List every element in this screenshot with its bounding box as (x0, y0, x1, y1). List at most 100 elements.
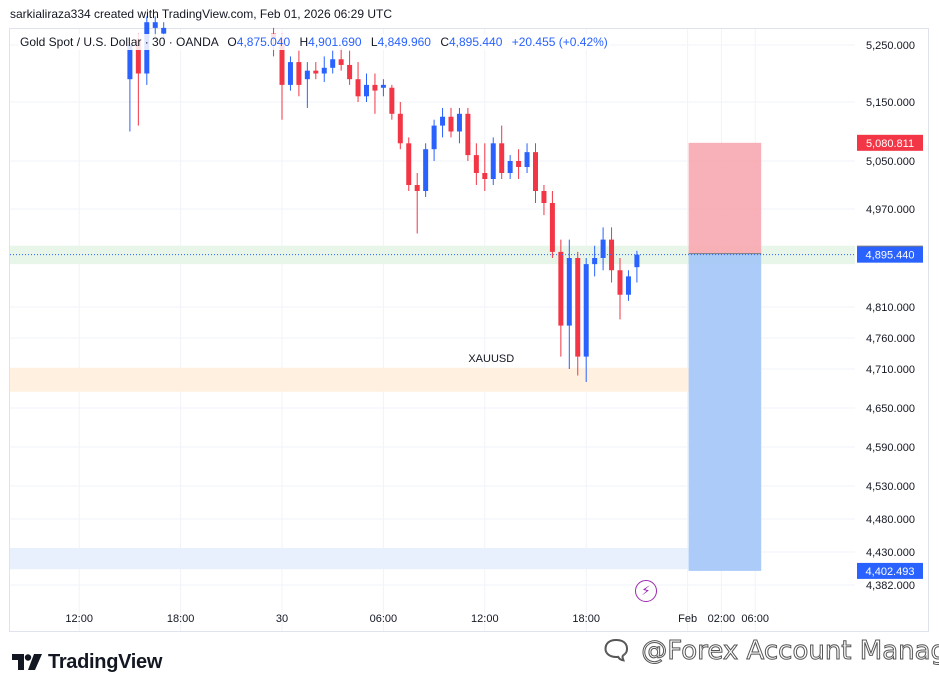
legend-change: +20.455 (+0.42%) (511, 35, 608, 49)
blue-zone (10, 548, 689, 570)
symbol-label: XAUUSD (468, 353, 514, 365)
candle-body (609, 239, 615, 271)
y-tick-label: 4,382.000 (866, 580, 915, 592)
candle-body (533, 152, 538, 191)
candle-body (406, 143, 412, 185)
target-price-tag (857, 562, 923, 579)
candle-body (617, 270, 623, 295)
axes: 5,250.000 5,150.000 5,050.000 4,970.000 4,81… (65, 40, 915, 625)
candle-body (549, 203, 555, 252)
legend-open-label: O (227, 35, 237, 49)
candle-body (566, 258, 572, 326)
candle-body (397, 113, 403, 144)
legend-low-value: 4,849.960 (377, 35, 431, 49)
green-zone (10, 245, 855, 265)
stop-loss-zone (688, 142, 762, 254)
candle-body (321, 67, 327, 74)
zones (10, 245, 855, 570)
y-tick-label: 4,760.000 (866, 333, 915, 345)
candle-body (456, 113, 462, 132)
x-tick-label: Feb (678, 613, 697, 625)
brand-name: TradingView (48, 650, 163, 673)
legend-symbol-name[interactable]: Gold Spot / U.S. Dollar · 30 · OANDA (20, 35, 219, 49)
orange-zone (10, 367, 689, 392)
candle-body (575, 258, 581, 357)
candle-body (440, 116, 446, 126)
candle-body (127, 45, 133, 80)
candle-body (465, 113, 471, 156)
y-tick-label: 4,530.000 (866, 481, 915, 493)
legend-high-value: 4,901.690 (308, 35, 362, 49)
watermark-text: @Forex Account Manager (641, 636, 939, 667)
chat-bubble-icon: 🗨 (599, 636, 634, 667)
x-tick-label: 06:00 (370, 613, 398, 625)
candle-body (152, 22, 158, 28)
candle-body (524, 152, 530, 167)
candle-body (592, 258, 598, 265)
x-tick-label: 18:00 (167, 613, 195, 625)
candle-body (448, 116, 454, 132)
y-tick-label: 4,970.000 (866, 204, 915, 216)
watermark: 🗨 @Forex Account Manager (599, 636, 939, 667)
candle-body (583, 264, 589, 357)
symbol-legend[interactable]: Gold Spot / U.S. Dollar · 30 · OANDA O4,… (18, 34, 610, 50)
y-tick-label: 4,480.000 (866, 514, 915, 526)
x-tick-label: 30 (276, 613, 288, 625)
x-tick-label: 12:00 (471, 613, 499, 625)
position-tool[interactable] (688, 142, 762, 571)
x-tick-label: 06:00 (741, 613, 769, 625)
candle-body (355, 79, 361, 97)
candle-body (499, 143, 505, 173)
candle-body (347, 64, 353, 80)
y-tick-label: 4,650.000 (866, 403, 915, 415)
legend-close-label: C (440, 35, 449, 49)
candle-body (558, 251, 564, 326)
stop-price-tag (857, 134, 923, 151)
candle-body (473, 155, 479, 173)
lightning-icon[interactable]: ⚡ (635, 580, 657, 602)
candle-body (423, 149, 429, 191)
candle-body (541, 191, 547, 203)
take-profit-zone (688, 253, 762, 571)
candle-body (600, 239, 606, 258)
candle-body (330, 59, 336, 68)
candle-body (161, 27, 167, 34)
y-tick-label: 4,430.000 (866, 547, 915, 559)
candle-body (279, 39, 285, 85)
candle-body (634, 254, 640, 268)
candle-body (431, 125, 437, 150)
chart-credit: sarkialiraza334 created with TradingView… (10, 7, 392, 21)
y-tick-label: 4,810.000 (866, 302, 915, 314)
candle-body (372, 84, 378, 91)
tradingview-brand[interactable]: TradingView (12, 650, 162, 674)
y-tick-label: 4,590.000 (866, 442, 915, 454)
stop-price-tag-label: 5,080.811 (866, 138, 914, 150)
candle-body (364, 84, 369, 97)
legend-open-value: 4,875.040 (236, 35, 291, 49)
candle-body (287, 62, 293, 85)
candle-body (313, 70, 319, 74)
candle-body (296, 62, 302, 85)
candle-body (135, 39, 141, 74)
candle-body (516, 161, 522, 167)
tradingview-logo-icon (12, 654, 42, 670)
x-tick-label: 18:00 (572, 613, 600, 625)
last-price-tag-label: 4,895.440 (866, 250, 915, 262)
y-tick-label: 5,150.000 (866, 97, 915, 109)
y-tick-label: 5,050.000 (866, 156, 915, 168)
candle-body (482, 173, 488, 179)
x-tick-label: 02:00 (708, 613, 736, 625)
legend-high-label: H (299, 35, 309, 49)
legend-close-value: 4,895.440 (449, 35, 503, 49)
y-tick-label: 4,710.000 (866, 364, 915, 376)
plot-area[interactable] (9, 28, 929, 632)
last-price-tag (857, 246, 923, 263)
candle-body (389, 87, 395, 114)
candle-body (625, 276, 631, 295)
legend-low-label: L (370, 35, 378, 49)
target-price-tag-label: 4,402.493 (866, 566, 915, 578)
x-tick-label: 12:00 (65, 613, 93, 625)
candle-body (414, 185, 420, 191)
